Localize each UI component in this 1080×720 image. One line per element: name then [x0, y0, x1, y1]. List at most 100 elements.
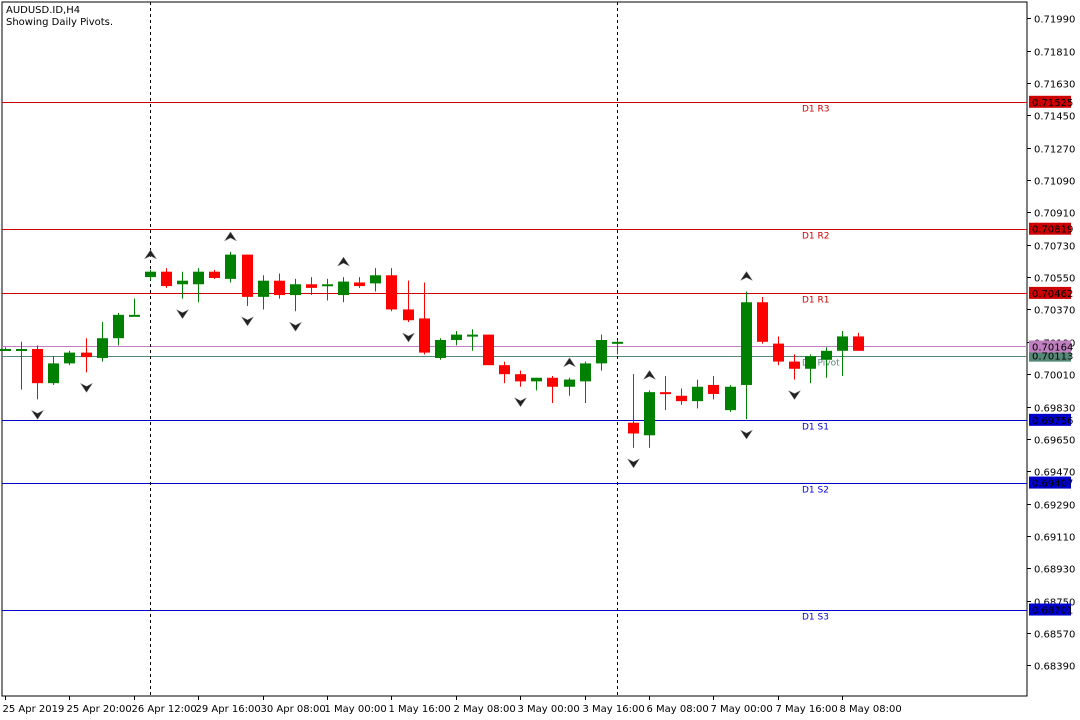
candle-body	[805, 356, 816, 369]
fractal-up-arrow-icon	[336, 256, 351, 267]
fractal-down-arrow-icon	[626, 458, 641, 469]
fractal-down-arrow-icon	[79, 382, 94, 393]
candle	[483, 334, 494, 366]
y-tick-label: 0.70550	[1034, 274, 1075, 285]
candle	[805, 354, 816, 384]
candle-body	[64, 352, 75, 364]
fractal-down-arrow-icon	[739, 429, 754, 440]
fractal-up-arrow-icon	[562, 357, 577, 368]
price-tag-background	[1029, 413, 1071, 426]
fractal-up-arrow-icon	[642, 369, 657, 380]
candle	[354, 277, 365, 288]
fractal-down-arrow-icon	[787, 389, 802, 401]
y-tick-label: 0.71450	[1034, 112, 1075, 123]
candle	[306, 277, 317, 296]
candle-body	[483, 334, 494, 366]
price-axis[interactable]: 0.71990 0.71810 0.71630 0.71450 0.71270 0.710…	[1027, 15, 1075, 673]
fractal-up-arrow-icon	[143, 249, 158, 260]
candle	[757, 296, 768, 344]
candle	[64, 350, 75, 366]
candle	[644, 390, 655, 448]
candle-body	[580, 363, 591, 382]
candle-body	[708, 384, 719, 394]
candle	[725, 384, 736, 412]
candle	[177, 271, 188, 299]
candle-body	[209, 271, 220, 278]
y-tick-label: 0.70910	[1034, 209, 1075, 220]
candle-body	[338, 281, 349, 296]
price-tag-background	[1029, 340, 1071, 353]
candle-body	[242, 254, 253, 297]
candle	[773, 336, 784, 366]
candle	[386, 268, 397, 312]
y-tick-label: 0.71090	[1034, 177, 1075, 188]
x-tick-label: 3 May 00:00	[518, 704, 580, 715]
period-separators-group	[150, 2, 618, 696]
candle-body	[676, 395, 687, 402]
x-tick-label: 8 May 08:00	[840, 704, 902, 715]
x-tick-label: 1 May 00:00	[325, 704, 387, 715]
candle-body	[628, 422, 639, 434]
candle	[225, 251, 236, 283]
y-tick-label: 0.68570	[1034, 630, 1075, 641]
pivot-line-label: D1 S1	[802, 423, 829, 433]
pivot-price-tag: 0.70113	[1029, 349, 1073, 363]
candle	[741, 291, 752, 420]
candle	[708, 375, 719, 400]
candle-body	[821, 350, 832, 360]
bid-price-tag: 0.70164	[1029, 340, 1073, 353]
fractal-down-arrow-icon	[288, 321, 303, 332]
candle	[564, 377, 575, 396]
candle-body	[97, 338, 108, 358]
candle	[837, 331, 848, 376]
pivot-line-label: D1 S2	[802, 486, 829, 496]
candle-body	[145, 271, 156, 278]
symbol-label: AUDUSD.ID,H4	[6, 5, 80, 16]
y-tick-label: 0.69110	[1034, 533, 1075, 544]
pivot-price-tag: 0.69756	[1029, 413, 1073, 427]
candle-body	[306, 284, 317, 288]
x-tick-label: 3 May 16:00	[583, 704, 645, 715]
candle	[596, 334, 607, 371]
candle-body	[16, 349, 27, 351]
candle	[612, 340, 623, 355]
pivot-price-tag: 0.68701	[1029, 603, 1073, 617]
candle-body	[225, 254, 236, 279]
candle	[515, 370, 526, 387]
candle-body	[113, 314, 124, 339]
candle-body	[725, 386, 736, 411]
x-tick-label: 7 May 00:00	[711, 704, 773, 715]
candle	[435, 338, 446, 360]
x-tick-label: 7 May 16:00	[776, 704, 838, 715]
candle-body	[531, 377, 542, 382]
fractal-down-arrow-icon	[401, 332, 416, 343]
candle	[547, 375, 558, 403]
candle	[16, 341, 27, 390]
candle	[853, 332, 864, 351]
candle	[274, 273, 285, 299]
candle	[821, 347, 832, 378]
fractal-down-arrow-icon	[240, 316, 255, 327]
price-tag-label: 0.70462	[1032, 289, 1073, 300]
candle	[660, 375, 671, 411]
candle-body	[853, 336, 864, 351]
fractal-up-arrow-icon	[739, 271, 754, 282]
pivot-price-tag: 0.70462	[1029, 286, 1073, 300]
candle	[209, 269, 220, 279]
candle	[338, 277, 349, 303]
candle-body	[48, 363, 59, 384]
candle-body	[499, 365, 510, 375]
fractal-up-arrow-icon	[223, 231, 238, 242]
x-tick-label: 1 May 16:00	[389, 704, 451, 715]
fractals-group	[30, 231, 802, 469]
y-tick-label: 0.71630	[1034, 80, 1075, 91]
plot-area[interactable]	[1, 1, 1028, 697]
pivot-line-label: D1 R1	[802, 296, 830, 306]
candle	[370, 268, 381, 292]
y-tick-label: 0.71810	[1034, 48, 1075, 59]
x-tick-label: 30 Apr 08:00	[261, 704, 326, 715]
y-tick-label: 0.68750	[1034, 598, 1075, 609]
candle-body	[596, 340, 607, 364]
